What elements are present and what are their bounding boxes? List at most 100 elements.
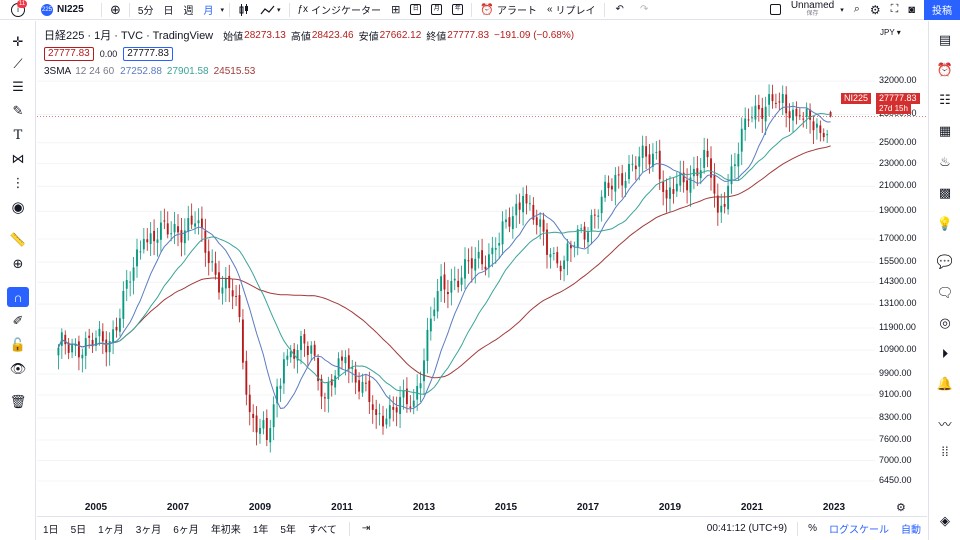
crosshair-tool[interactable]: ✛ bbox=[7, 32, 29, 52]
candle bbox=[67, 342, 70, 353]
chats-button[interactable]: 💬 bbox=[934, 252, 956, 272]
layout-icon-1: 日 bbox=[410, 4, 422, 15]
interval-1d[interactable]: 日 bbox=[163, 6, 174, 17]
brush-icon: ✎ bbox=[12, 103, 24, 118]
layout-save-3[interactable]: 年 bbox=[447, 0, 468, 20]
fib-tool[interactable]: ☰ bbox=[7, 77, 29, 97]
range-1y[interactable]: 1年 bbox=[252, 525, 269, 536]
range-all[interactable]: すべて bbox=[307, 525, 337, 536]
candle bbox=[771, 94, 774, 102]
comments-button[interactable]: 🗨 bbox=[934, 283, 956, 303]
ideas-button[interactable]: 💡 bbox=[934, 214, 956, 234]
candle bbox=[597, 215, 600, 217]
candle bbox=[610, 185, 613, 190]
range-3m[interactable]: 3ヶ月 bbox=[135, 525, 162, 536]
fullscreen-button[interactable]: ⛶ bbox=[886, 0, 904, 20]
sma60-value: 24515.53 bbox=[213, 66, 256, 77]
range-5y[interactable]: 5年 bbox=[280, 525, 296, 536]
undo-button[interactable]: ↶ bbox=[608, 0, 632, 20]
price-tick-label: 15500.00 bbox=[879, 256, 917, 267]
chart-title[interactable]: 日経225 · 1月 · TVC · TradingView bbox=[44, 30, 214, 42]
watchlist-button[interactable]: ▤ bbox=[934, 30, 956, 50]
layers-button[interactable]: ◈ bbox=[934, 511, 956, 531]
candle bbox=[699, 170, 702, 179]
candle bbox=[580, 228, 583, 230]
buy-button[interactable]: 27777.83 bbox=[123, 46, 173, 61]
hotlists-button[interactable]: ♨ bbox=[934, 152, 956, 172]
clock-display[interactable]: 00:41:12 (UTC+9) bbox=[706, 523, 788, 534]
sell-button[interactable]: 27777.83 bbox=[44, 46, 94, 61]
pine-editor-button[interactable]: 〰 bbox=[934, 413, 956, 433]
brush-tool[interactable]: ✎ bbox=[7, 101, 29, 121]
alerts-button[interactable]: ⏰ bbox=[934, 60, 956, 80]
layout-select-button[interactable]: Unnamed 保存 ▾ bbox=[765, 0, 849, 20]
lock-tool[interactable]: 🔓 bbox=[7, 335, 29, 355]
delete-tool[interactable]: 🗑 bbox=[7, 392, 29, 412]
candle bbox=[313, 344, 316, 356]
range-ytd[interactable]: 年初来 bbox=[210, 525, 241, 536]
compare-symbol-button[interactable]: ⊕ bbox=[110, 1, 121, 17]
range-1d[interactable]: 1日 bbox=[43, 525, 59, 536]
candles-chart-type-button[interactable] bbox=[233, 0, 255, 20]
interval-1m[interactable]: 月 bbox=[203, 6, 214, 17]
zoom-tool[interactable]: ⊕ bbox=[7, 254, 29, 274]
fib-retracement-icon: ☰ bbox=[12, 79, 24, 94]
candle bbox=[136, 249, 138, 267]
interval-5m[interactable]: 5分 bbox=[137, 6, 154, 17]
candle bbox=[706, 150, 709, 158]
snapshot-button[interactable]: ◙ bbox=[903, 0, 920, 20]
candle bbox=[170, 233, 173, 235]
data-window-button[interactable]: ☷ bbox=[934, 90, 956, 110]
settings-button[interactable]: ⚙ bbox=[865, 0, 886, 20]
streams-button[interactable]: ◎ bbox=[934, 313, 956, 333]
layout-save-1[interactable]: 日 bbox=[405, 0, 426, 20]
candle bbox=[173, 223, 176, 233]
dom-button[interactable]: ⁞⁞ bbox=[934, 441, 956, 461]
pattern-tool[interactable]: ⋈ bbox=[7, 149, 29, 169]
publish-button[interactable]: 投稿 bbox=[924, 0, 960, 20]
sma-legend[interactable]: 3SMA 12 24 60 27252.88 27901.58 24515.53 bbox=[44, 66, 579, 77]
sma-params: 12 24 60 bbox=[75, 66, 115, 77]
text-tool[interactable]: T bbox=[7, 125, 29, 145]
templates-button[interactable]: ⊞ bbox=[386, 0, 405, 20]
candle bbox=[351, 367, 354, 369]
candle bbox=[590, 215, 593, 231]
interval-1w[interactable]: 週 bbox=[183, 6, 194, 17]
indicators-button[interactable]: ƒx インジケーター bbox=[293, 0, 387, 20]
range-5d[interactable]: 5日 bbox=[70, 525, 87, 536]
ruler-tool[interactable]: 📏 bbox=[7, 230, 29, 250]
lock-drawing-tool[interactable]: ✐ bbox=[7, 311, 29, 331]
line-chart-type-button[interactable]: ▾ bbox=[255, 0, 286, 20]
playback-button[interactable]: ⏵ bbox=[934, 344, 956, 364]
symbol-search-button[interactable]: 225 NI225 bbox=[36, 0, 98, 20]
forecast-tool[interactable]: ⋮ bbox=[7, 173, 29, 193]
trendline-tool[interactable]: ⟋ bbox=[7, 54, 29, 74]
candle bbox=[631, 163, 634, 165]
search-button[interactable]: ⌕ bbox=[849, 0, 865, 20]
chart-pane[interactable] bbox=[37, 21, 927, 515]
redo-button[interactable]: ↷ bbox=[632, 0, 656, 20]
candle bbox=[614, 174, 617, 192]
layout-save-2[interactable]: 月 bbox=[426, 0, 447, 20]
currency-selector[interactable]: JPY ▾ bbox=[880, 28, 901, 37]
price-chart[interactable] bbox=[37, 21, 927, 515]
shapes-tool[interactable]: ◉ bbox=[7, 197, 29, 217]
profile-button[interactable]: i 11 bbox=[0, 0, 36, 20]
auto-scale-toggle[interactable]: 自動 bbox=[901, 525, 921, 536]
log-scale-toggle[interactable]: ログスケール bbox=[829, 525, 889, 536]
range-6m[interactable]: 6ヶ月 bbox=[173, 525, 199, 536]
price-tick-label: 8300.00 bbox=[879, 411, 912, 422]
percent-scale-toggle[interactable]: % bbox=[808, 523, 817, 534]
notifications-button[interactable]: 🔔 bbox=[934, 374, 956, 394]
alert-button[interactable]: ⏰ アラート bbox=[475, 0, 542, 20]
replay-button[interactable]: « リプレイ bbox=[542, 0, 601, 20]
interval-dropdown[interactable]: ▾ bbox=[220, 6, 224, 14]
calendar-button[interactable]: ▩ bbox=[934, 183, 956, 203]
candle bbox=[146, 239, 149, 243]
axis-settings-button[interactable]: ⚙ bbox=[896, 501, 906, 514]
go-to-date-button[interactable]: ⇥ bbox=[356, 523, 376, 534]
magnet-tool[interactable]: ∩ bbox=[7, 287, 29, 307]
news-button[interactable]: ▦ bbox=[934, 121, 956, 141]
visibility-tool[interactable]: 👁 bbox=[7, 359, 29, 379]
range-1m[interactable]: 1ヶ月 bbox=[98, 525, 124, 536]
